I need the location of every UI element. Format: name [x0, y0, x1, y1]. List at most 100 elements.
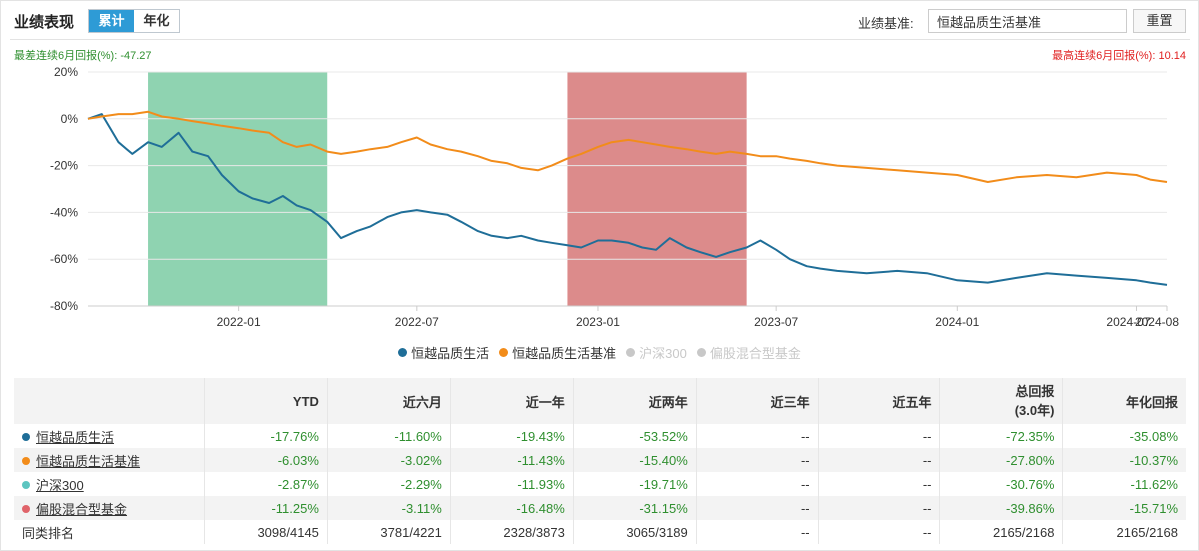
x-tick-label: 2024-01: [935, 315, 979, 329]
legend-marker: [499, 348, 509, 357]
table-row: 同类排名 3098/4145 3781/4221 2328/3873 3065/3189…: [14, 520, 1186, 544]
table-cell: -6.03%: [204, 448, 328, 472]
row-name-link[interactable]: 偏股混合型基金: [36, 501, 128, 517]
row-marker: [22, 456, 30, 465]
table-body: 恒越品质生活 -17.76% -11.60% -19.43% -53.52% -- -- -7…: [14, 424, 1186, 544]
row-name-cell[interactable]: 沪深300: [14, 472, 205, 496]
best-6-month-band: [567, 72, 747, 306]
reset-button[interactable]: 重置: [1133, 9, 1186, 33]
column-header: 近一年: [450, 378, 574, 424]
table-cell: -11.62%: [1062, 472, 1186, 496]
table-cell: --: [818, 448, 941, 472]
table-cell: 3098/4145: [204, 520, 328, 544]
row-name-link[interactable]: 恒越品质生活基准: [36, 453, 141, 469]
table-cell: -2.29%: [327, 472, 451, 496]
row-name-cell[interactable]: 恒越品质生活: [14, 424, 205, 448]
best-6m-return: 最高连续6月回报(%): 10.14: [1052, 50, 1186, 62]
row-name-cell[interactable]: 偏股混合型基金: [14, 496, 205, 520]
column-header-sub: (3.0年): [1014, 403, 1055, 418]
table-row: 偏股混合型基金 -11.25% -3.11% -16.48% -31.15% -- -- -3…: [14, 496, 1186, 520]
row-name-link[interactable]: 恒越品质生活: [36, 429, 115, 445]
legend-label: 偏股混合型基金: [709, 346, 801, 361]
table-row: 恒越品质生活 -17.76% -11.60% -19.43% -53.52% -- -- -7…: [14, 424, 1186, 448]
series-line: [87, 110, 1168, 183]
table-header-row: YTD 近六月 近一年 近两年 近三年 近五年 总回报 (3.0年) 年化回报: [14, 378, 1186, 424]
legend-label: 恒越品质生活: [411, 346, 490, 361]
panel-title: 业绩表现: [14, 14, 75, 31]
table-cell: --: [696, 520, 819, 544]
legend-item[interactable]: 恒越品质生活: [398, 343, 489, 362]
legend-item[interactable]: 偏股混合型基金: [696, 343, 801, 362]
legend-marker: [626, 348, 636, 357]
y-tick-label: 0%: [61, 112, 79, 126]
table-cell: 3781/4221: [327, 520, 451, 544]
benchmark-label: 业绩基准:: [858, 16, 914, 31]
benchmark-input[interactable]: [928, 9, 1127, 33]
chart-legend: 恒越品质生活 恒越品质生活基准 沪深300 偏股混合型基金: [0, 343, 1199, 362]
table-row: 恒越品质生活基准 -6.03% -3.02% -11.43% -15.40% -- -- -2…: [14, 448, 1186, 472]
worst-6m-return: 最差连续6月回报(%): -47.27: [14, 50, 152, 62]
y-tick-label: -40%: [50, 205, 78, 219]
table-cell: -11.60%: [327, 424, 451, 448]
legend-label: 沪深300: [639, 346, 687, 361]
table-cell: -30.76%: [939, 472, 1064, 496]
highlight-bands: [148, 72, 747, 306]
row-name-link[interactable]: 沪深300: [36, 477, 84, 493]
x-tick-label: 2024-07: [1106, 315, 1150, 329]
table-cell: --: [696, 448, 819, 472]
y-tick-label: 20%: [54, 65, 78, 79]
tab-annualized[interactable]: 年化: [143, 13, 170, 28]
mode-toggle: 累计 年化: [88, 9, 180, 33]
x-axis-ticks: 2022-01 2022-07 2023-01 2023-07 2024-01 2024-…: [217, 306, 1179, 329]
column-header-label: 总回报: [1015, 384, 1055, 399]
chart-grid: [88, 71, 1167, 307]
table-cell: -17.76%: [204, 424, 328, 448]
series-lines: [87, 110, 1168, 286]
table-cell: -31.15%: [573, 496, 697, 520]
header-divider: [10, 39, 1190, 40]
table-cell: -72.35%: [939, 424, 1064, 448]
column-header: 总回报 (3.0年): [939, 378, 1064, 424]
table-cell: -39.86%: [939, 496, 1064, 520]
column-header: 近五年: [818, 378, 941, 424]
x-tick-label: 2023-07: [754, 315, 798, 329]
table-cell: -15.40%: [573, 448, 697, 472]
series-line: [87, 113, 1168, 286]
y-axis-ticks: 20% 0% -20% -40% -60% -80%: [50, 65, 78, 313]
row-marker: [22, 504, 30, 513]
legend-label: 恒越品质生活基准: [512, 346, 617, 361]
table-row: 沪深300 -2.87% -2.29% -11.93% -19.71% -- -- -30.7…: [14, 472, 1186, 496]
return-chart: 20% 0% -20% -40% -60% -80% 2022-01 2022-07 2023…: [50, 65, 1179, 329]
legend-marker: [398, 348, 408, 357]
legend-item[interactable]: 沪深300: [626, 343, 687, 362]
table-cell: -15.71%: [1062, 496, 1186, 520]
table-cell: -19.43%: [450, 424, 574, 448]
table-cell: 2165/2168: [939, 520, 1064, 544]
column-header: 近六月: [327, 378, 451, 424]
column-header: YTD: [204, 378, 328, 424]
table-cell: --: [696, 424, 819, 448]
panel-header: 业绩表现 累计 年化 业绩基准: 重置: [0, 0, 1199, 40]
x-tick-label: 2022-01: [217, 315, 261, 329]
table-cell: -16.48%: [450, 496, 574, 520]
table-cell: -11.25%: [204, 496, 328, 520]
tab-cumulative[interactable]: 累计: [89, 10, 134, 32]
row-name-cell[interactable]: 恒越品质生活基准: [14, 448, 205, 472]
legend-marker: [696, 348, 706, 357]
table-cell: -19.71%: [573, 472, 697, 496]
row-name-label: 同类排名: [22, 525, 75, 541]
table-cell: --: [818, 520, 941, 544]
x-tick-label: 2023-01: [576, 315, 620, 329]
table-cell: -11.43%: [450, 448, 574, 472]
table-cell: -35.08%: [1062, 424, 1186, 448]
legend-item[interactable]: 恒越品质生活基准: [499, 343, 616, 362]
row-name-cell: 同类排名: [14, 520, 205, 544]
table-cell: --: [696, 496, 819, 520]
x-tick-label: 2022-07: [395, 315, 439, 329]
performance-table: YTD 近六月 近一年 近两年 近三年 近五年 总回报 (3.0年) 年化回报 恒越品质生活 -1…: [14, 378, 1186, 544]
table-cell: -3.02%: [327, 448, 451, 472]
column-header: [14, 378, 205, 424]
table-cell: -2.87%: [204, 472, 328, 496]
table-cell: -10.37%: [1062, 448, 1186, 472]
column-header: 近两年: [573, 378, 697, 424]
